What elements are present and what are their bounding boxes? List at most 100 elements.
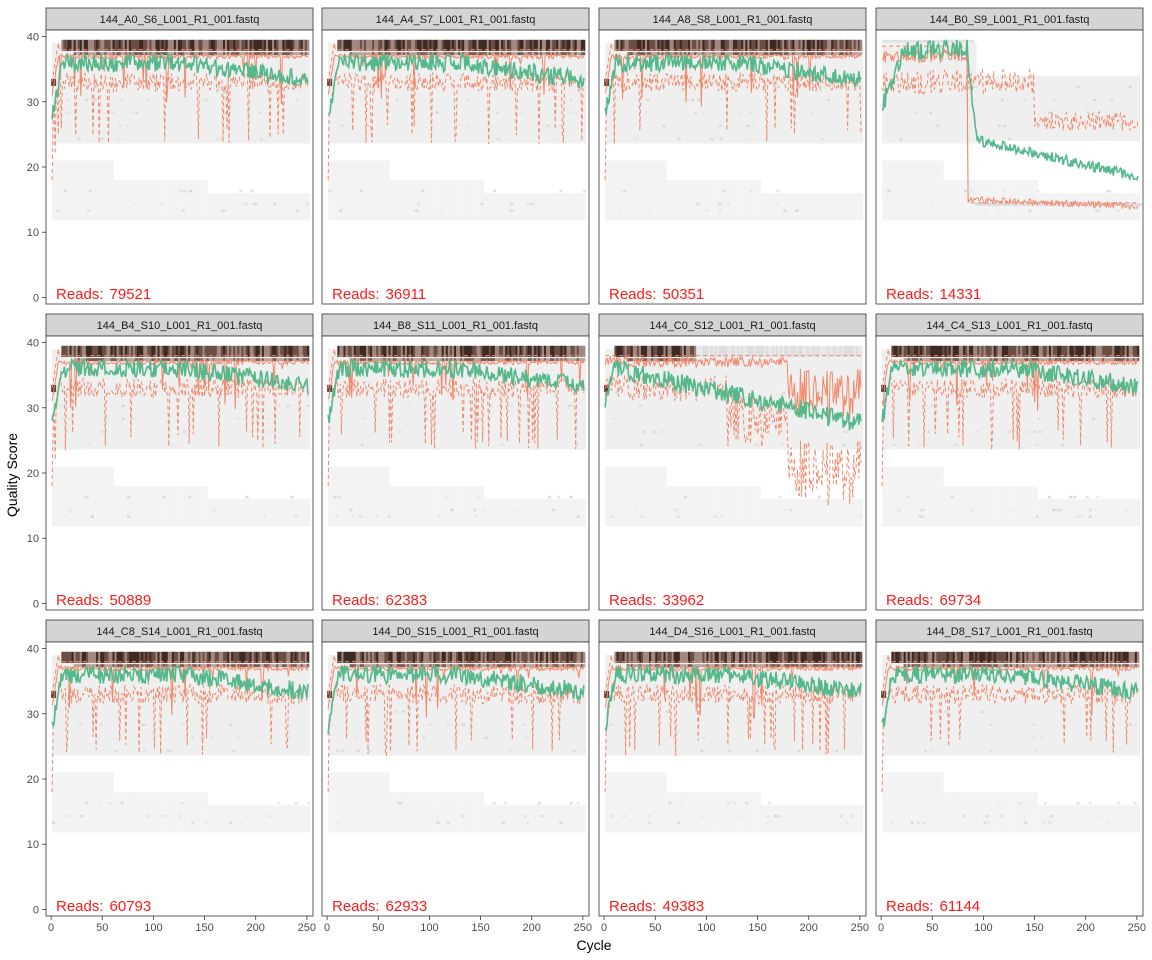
heat-cell	[463, 486, 468, 527]
heat-cell	[200, 39, 203, 51]
heat-cell	[418, 349, 423, 450]
heat-cell	[492, 723, 496, 727]
heat-cell	[1044, 664, 1048, 668]
heat-cell	[345, 345, 348, 357]
heat-cell	[818, 52, 822, 56]
heat-cell	[976, 655, 981, 756]
heat-cell	[350, 515, 354, 518]
heat-cell	[826, 193, 831, 221]
heat-cell	[126, 664, 130, 668]
heat-cell	[527, 39, 531, 51]
heat-cell	[759, 651, 763, 663]
heat-cell	[771, 52, 775, 56]
heat-cell	[241, 124, 245, 128]
heat-cell	[708, 651, 711, 663]
heat-cell	[377, 43, 382, 144]
mean-quality-line	[51, 52, 309, 120]
heat-cell	[447, 664, 451, 668]
heat-cell	[286, 651, 289, 663]
heat-cell	[634, 664, 638, 668]
heat-cell	[273, 805, 278, 833]
heat-cell	[895, 651, 898, 663]
heat-cell	[276, 52, 279, 56]
heat-cell	[1031, 723, 1035, 727]
heat-cell	[772, 499, 778, 527]
heat-cell	[431, 345, 434, 357]
heat-cell	[1066, 193, 1071, 221]
heat-cell	[1007, 345, 1011, 357]
heat-cell	[305, 349, 311, 450]
heat-cell	[1049, 499, 1055, 527]
heat-cell	[1065, 651, 1068, 663]
y-tick-label: 10	[27, 839, 39, 851]
heat-cell	[360, 349, 366, 450]
heat-cell	[269, 499, 274, 527]
heat-cell	[686, 349, 692, 450]
heat-cell	[718, 345, 722, 357]
heat-cell	[132, 651, 136, 663]
heat-cell	[232, 749, 236, 753]
heat-cell	[1110, 98, 1114, 101]
heat-cell	[360, 466, 366, 527]
heat-cell	[210, 664, 214, 668]
heat-cell	[422, 655, 427, 756]
heat-cell	[733, 801, 737, 805]
heat-cell	[695, 792, 700, 833]
heat-cell	[977, 358, 980, 362]
quantile-25-line	[327, 375, 585, 487]
heat-cell	[352, 160, 358, 221]
heat-cell	[1052, 664, 1056, 668]
heat-cell	[124, 664, 128, 668]
heat-cell	[918, 655, 924, 756]
heat-cell	[368, 651, 371, 663]
heat-cell	[150, 486, 155, 527]
heat-cell	[504, 805, 509, 833]
heat-cell	[554, 651, 557, 663]
heat-cell	[1022, 651, 1025, 663]
heat-cell	[634, 39, 638, 51]
heat-cell	[348, 349, 353, 450]
heat-cell	[1059, 651, 1062, 663]
heat-cell	[273, 499, 278, 527]
heat-cell	[629, 772, 635, 833]
heat-cell	[273, 655, 278, 756]
heat-cell	[170, 43, 176, 144]
heat-cell	[671, 345, 675, 357]
heat-cell	[120, 664, 124, 668]
heat-cell	[113, 792, 118, 833]
heat-cell	[341, 39, 344, 51]
heat-cell	[1103, 349, 1108, 450]
heat-cell	[541, 664, 545, 668]
heat-cell	[628, 345, 632, 357]
heat-cell	[281, 43, 286, 144]
heat-cell	[273, 349, 278, 450]
heat-cell	[75, 52, 79, 56]
heat-cell	[626, 651, 630, 663]
heat-cell	[52, 821, 56, 824]
heat-cell	[543, 345, 547, 357]
heat-cell	[1001, 358, 1005, 362]
heat-cell	[647, 664, 650, 668]
heat-cell	[528, 805, 534, 833]
heat-cell	[645, 391, 649, 394]
heat-cell	[526, 821, 530, 824]
heat-cell	[910, 772, 916, 833]
heat-cell	[642, 664, 646, 668]
reads-label: Reads:	[332, 592, 380, 609]
heat-cell	[212, 39, 216, 51]
heat-cell	[703, 349, 708, 450]
heat-cell	[827, 345, 830, 357]
heat-cell	[582, 664, 586, 668]
heat-cell	[1021, 349, 1026, 450]
heat-cell	[151, 358, 154, 362]
heat-cell	[397, 43, 403, 144]
heat-cell	[167, 651, 171, 663]
heat-cell	[203, 792, 208, 833]
heat-cell	[950, 345, 954, 357]
heat-cell	[277, 655, 282, 756]
heat-cell	[897, 39, 901, 43]
heat-cell	[233, 651, 236, 663]
heat-cell	[670, 43, 676, 144]
